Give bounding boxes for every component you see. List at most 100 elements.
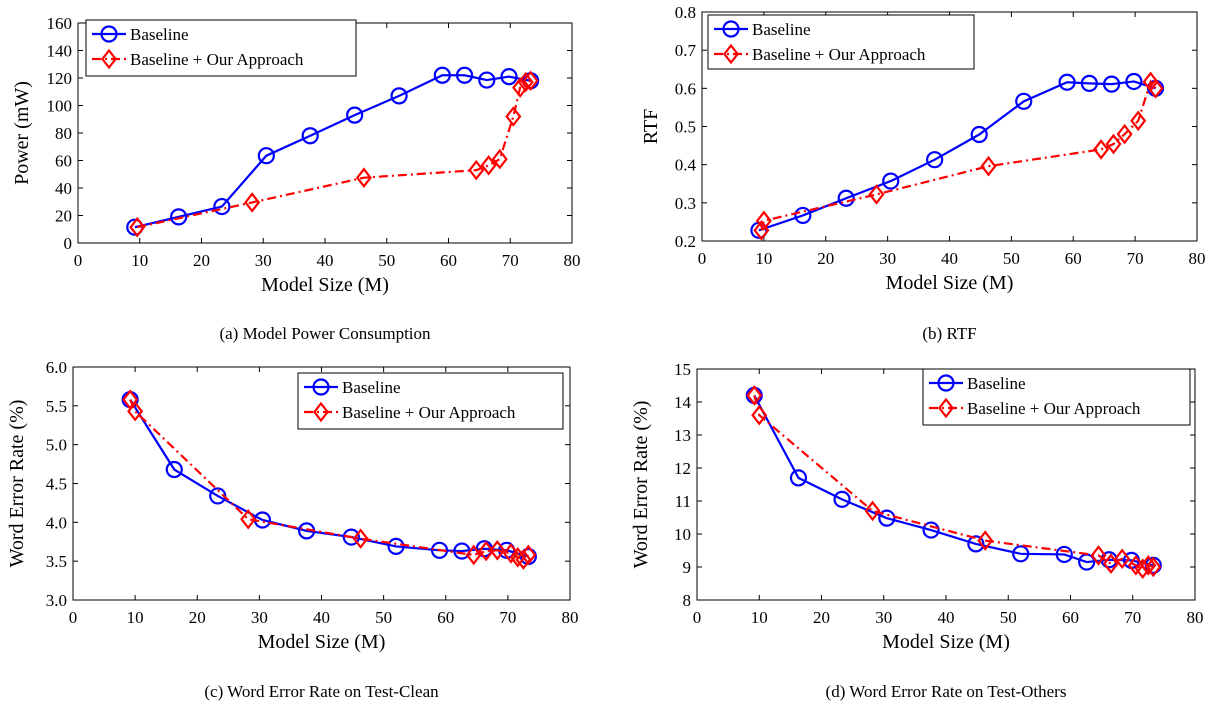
data-point xyxy=(240,508,257,530)
y-tick-label: 5.0 xyxy=(46,436,67,455)
data-point xyxy=(512,77,529,98)
data-point xyxy=(1080,74,1098,92)
data-point xyxy=(868,184,885,205)
x-tick-label: 70 xyxy=(1124,608,1141,627)
data-point xyxy=(1058,73,1076,91)
legend-label: Baseline + Our Approach xyxy=(752,45,926,64)
data-point xyxy=(926,151,944,169)
x-tick-label: 30 xyxy=(875,608,892,627)
y-tick-label: 140 xyxy=(47,42,73,61)
data-point xyxy=(342,528,360,546)
chart-1: 0 10 20 30 40 50 60 70 80 0 20 40 60 80 100 120 140 160 Mo… xyxy=(11,14,581,343)
data-point xyxy=(878,509,896,527)
y-tick-label: 40 xyxy=(55,179,72,198)
x-tick-label: 60 xyxy=(440,251,457,270)
y-axis-label: Word Error Rate (%) xyxy=(6,400,28,568)
y-tick-label: 20 xyxy=(55,207,72,226)
y-axis-label: Word Error Rate (%) xyxy=(630,401,652,569)
chart-2: 0 10 20 30 40 50 60 70 80 0.2 0.3 0.4 0.5 0.6 0.7 0.8 Mo… xyxy=(640,3,1206,343)
data-point xyxy=(1105,133,1122,155)
y-tick-label: 4.0 xyxy=(46,513,67,532)
chart-caption: (c) Word Error Rate on Test-Clean xyxy=(204,682,439,701)
x-tick-label: 10 xyxy=(755,249,772,268)
x-tick-label: 30 xyxy=(255,251,272,270)
data-point xyxy=(346,106,364,124)
data-point xyxy=(390,87,408,105)
y-tick-label: 60 xyxy=(55,152,72,171)
y-tick-label: 12 xyxy=(674,459,691,478)
series-our-approach xyxy=(122,389,537,570)
data-point xyxy=(387,537,405,556)
chart-3: 0 10 20 30 40 50 60 70 80 3.0 3.5 4.0 4.5 5.0 5.5 6.0 Mo… xyxy=(6,358,579,701)
data-point xyxy=(755,210,772,232)
y-axis-label: Power (mW) xyxy=(11,81,33,185)
y-tick-label: 3.0 xyxy=(46,591,67,610)
legend-diamond-marker xyxy=(312,401,330,423)
data-point xyxy=(430,541,449,559)
y-tick-label: 8 xyxy=(683,591,692,610)
legend-diamond-marker xyxy=(937,397,955,419)
chart-caption: (d) Word Error Rate on Test-Others xyxy=(826,682,1067,701)
x-tick-label: 20 xyxy=(817,249,834,268)
y-tick-label: 0.3 xyxy=(675,194,696,213)
y-tick-label: 13 xyxy=(674,426,691,445)
data-point xyxy=(1145,556,1162,578)
legend-diamond-marker xyxy=(100,48,118,70)
legend: Baseline Baseline + Our Approach xyxy=(707,14,975,70)
y-tick-label: 160 xyxy=(47,14,73,33)
x-tick-label: 10 xyxy=(131,251,148,270)
x-tick-label: 60 xyxy=(1062,608,1079,627)
x-tick-label: 80 xyxy=(564,251,581,270)
x-tick-label: 0 xyxy=(74,251,83,270)
x-tick-label: 20 xyxy=(193,251,210,270)
y-tick-label: 0.2 xyxy=(675,232,696,251)
x-tick-label: 20 xyxy=(189,608,206,627)
data-point xyxy=(170,208,188,226)
legend-circle-marker xyxy=(722,20,740,38)
x-tick-label: 60 xyxy=(437,608,454,627)
y-tick-label: 11 xyxy=(675,492,691,511)
x-tick-label: 60 xyxy=(1065,249,1082,268)
legend-label: Baseline + Our Approach xyxy=(967,399,1141,418)
y-tick-label: 5.5 xyxy=(46,397,67,416)
x-tick-label: 20 xyxy=(813,608,830,627)
x-tick-label: 80 xyxy=(562,608,579,627)
data-point xyxy=(491,148,508,170)
legend-circle-marker xyxy=(937,374,955,392)
data-point xyxy=(522,70,539,92)
data-point xyxy=(789,469,808,487)
chart-caption: (b) RTF xyxy=(922,324,976,343)
y-tick-label: 0 xyxy=(64,234,73,253)
y-tick-label: 3.5 xyxy=(46,552,67,571)
x-axis-label: Model Size (M) xyxy=(882,631,1010,653)
data-point xyxy=(465,544,482,566)
x-tick-label: 70 xyxy=(502,251,519,270)
legend-label: Baseline + Our Approach xyxy=(130,50,304,69)
x-tick-label: 0 xyxy=(69,608,78,627)
data-point xyxy=(478,540,495,562)
data-point xyxy=(1012,545,1030,563)
data-point xyxy=(301,127,319,145)
data-point xyxy=(751,404,768,426)
data-point xyxy=(980,155,997,177)
chart-4: 0 10 20 30 40 50 60 70 80 8 9 10 11 12 13 14 15 Model Siz… xyxy=(630,360,1204,701)
legend-label: Baseline xyxy=(967,374,1026,393)
legend-label: Baseline xyxy=(130,25,189,44)
series-our-approach xyxy=(129,70,539,238)
x-tick-label: 80 xyxy=(1189,249,1206,268)
data-point xyxy=(520,544,537,566)
x-tick-label: 0 xyxy=(698,249,707,268)
legend: Baseline Baseline + Our Approach xyxy=(85,19,357,77)
series-our-approach xyxy=(746,385,1162,579)
series-line xyxy=(129,399,530,561)
series-line xyxy=(134,74,531,229)
data-point xyxy=(468,159,485,181)
data-point xyxy=(352,528,369,549)
x-tick-label: 40 xyxy=(313,608,330,627)
x-tick-label: 40 xyxy=(941,249,958,268)
x-tick-label: 40 xyxy=(938,608,955,627)
data-point xyxy=(1116,123,1133,145)
y-tick-label: 6.0 xyxy=(46,358,67,377)
x-tick-label: 0 xyxy=(693,608,702,627)
legend-diamond-marker xyxy=(722,43,740,65)
